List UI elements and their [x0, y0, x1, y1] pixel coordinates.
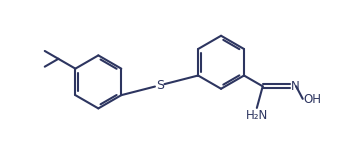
Text: H₂N: H₂N: [246, 109, 268, 122]
Text: S: S: [156, 79, 164, 92]
Text: N: N: [291, 80, 300, 93]
Text: OH: OH: [304, 93, 322, 106]
